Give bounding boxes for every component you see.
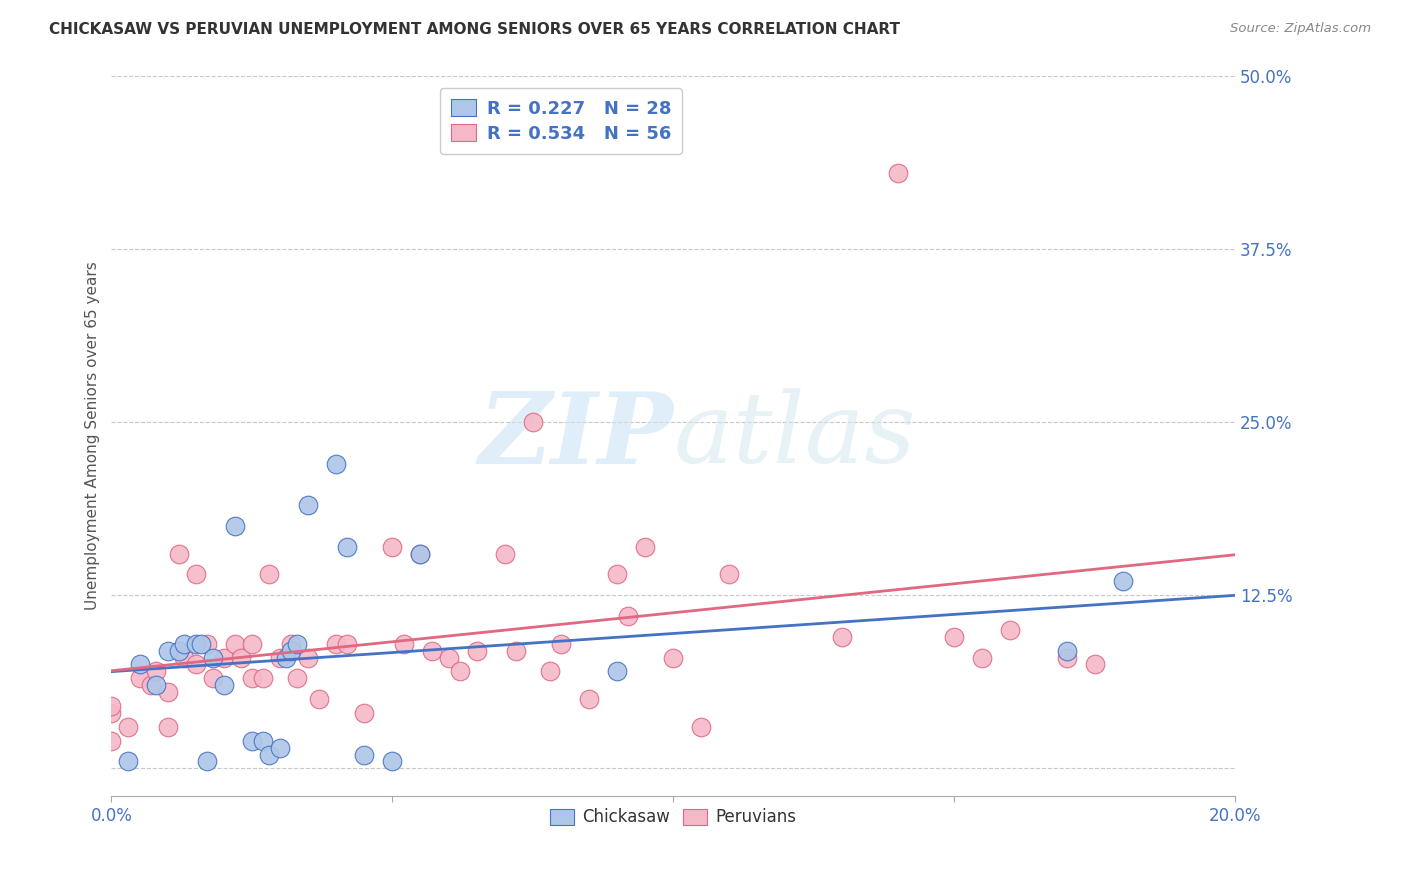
Point — [128, 671, 150, 685]
Point — [257, 567, 280, 582]
Point — [437, 650, 460, 665]
Text: ZIP: ZIP — [478, 387, 673, 484]
Point — [128, 657, 150, 672]
Point — [117, 755, 139, 769]
Point — [280, 643, 302, 657]
Point — [240, 637, 263, 651]
Point — [297, 498, 319, 512]
Point — [195, 637, 218, 651]
Point — [617, 609, 640, 624]
Point — [274, 650, 297, 665]
Point — [1084, 657, 1107, 672]
Point — [392, 637, 415, 651]
Point — [505, 643, 527, 657]
Point — [606, 665, 628, 679]
Point — [156, 685, 179, 699]
Point — [943, 630, 966, 644]
Point — [240, 733, 263, 747]
Point — [145, 678, 167, 692]
Y-axis label: Unemployment Among Seniors over 65 years: Unemployment Among Seniors over 65 years — [86, 261, 100, 610]
Point — [522, 415, 544, 429]
Point — [139, 678, 162, 692]
Point — [308, 692, 330, 706]
Point — [195, 755, 218, 769]
Point — [201, 671, 224, 685]
Point — [634, 540, 657, 554]
Point — [173, 650, 195, 665]
Text: CHICKASAW VS PERUVIAN UNEMPLOYMENT AMONG SENIORS OVER 65 YEARS CORRELATION CHART: CHICKASAW VS PERUVIAN UNEMPLOYMENT AMONG… — [49, 22, 900, 37]
Point — [353, 706, 375, 720]
Point — [831, 630, 853, 644]
Point — [336, 540, 359, 554]
Point — [420, 643, 443, 657]
Point — [100, 733, 122, 747]
Point — [184, 657, 207, 672]
Point — [285, 671, 308, 685]
Point — [100, 698, 122, 713]
Point — [145, 665, 167, 679]
Point — [184, 637, 207, 651]
Point — [184, 567, 207, 582]
Point — [257, 747, 280, 762]
Legend: Chickasaw, Peruvians: Chickasaw, Peruvians — [543, 800, 804, 835]
Point — [409, 547, 432, 561]
Point — [269, 740, 291, 755]
Point — [117, 720, 139, 734]
Point — [336, 637, 359, 651]
Point — [173, 637, 195, 651]
Point — [156, 720, 179, 734]
Point — [1000, 623, 1022, 637]
Point — [167, 547, 190, 561]
Point — [167, 643, 190, 657]
Point — [297, 650, 319, 665]
Point — [538, 665, 561, 679]
Point — [550, 637, 572, 651]
Point — [224, 519, 246, 533]
Point — [578, 692, 600, 706]
Point — [269, 650, 291, 665]
Point — [887, 165, 910, 179]
Point — [212, 650, 235, 665]
Point — [494, 547, 516, 561]
Point — [201, 650, 224, 665]
Point — [240, 671, 263, 685]
Point — [212, 678, 235, 692]
Text: Source: ZipAtlas.com: Source: ZipAtlas.com — [1230, 22, 1371, 36]
Point — [972, 650, 994, 665]
Point — [100, 706, 122, 720]
Point — [606, 567, 628, 582]
Point — [662, 650, 685, 665]
Point — [465, 643, 488, 657]
Point — [325, 457, 347, 471]
Point — [190, 637, 212, 651]
Point — [1112, 574, 1135, 589]
Point — [224, 637, 246, 651]
Point — [229, 650, 252, 665]
Point — [325, 637, 347, 651]
Point — [690, 720, 713, 734]
Point — [252, 671, 274, 685]
Text: atlas: atlas — [673, 388, 915, 483]
Point — [280, 637, 302, 651]
Point — [285, 637, 308, 651]
Point — [449, 665, 471, 679]
Point — [156, 643, 179, 657]
Point — [1056, 643, 1078, 657]
Point — [381, 755, 404, 769]
Point — [381, 540, 404, 554]
Point — [1056, 650, 1078, 665]
Point — [409, 547, 432, 561]
Point — [718, 567, 741, 582]
Point — [252, 733, 274, 747]
Point — [353, 747, 375, 762]
